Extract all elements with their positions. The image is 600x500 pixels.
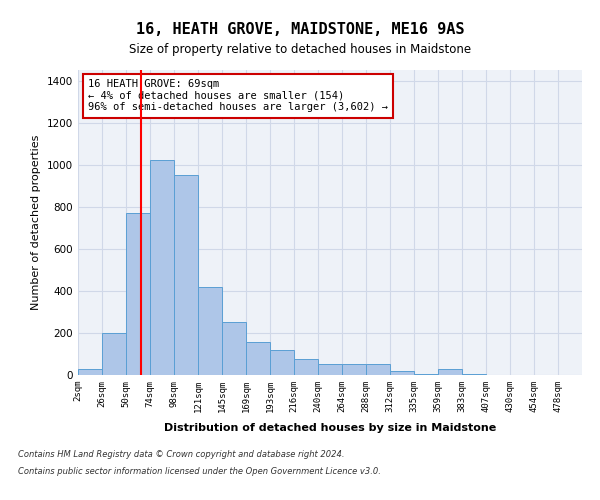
- Text: 16 HEATH GROVE: 69sqm
← 4% of detached houses are smaller (154)
96% of semi-deta: 16 HEATH GROVE: 69sqm ← 4% of detached h…: [88, 79, 388, 112]
- Bar: [246, 342, 270, 375]
- Text: Contains public sector information licensed under the Open Government Licence v3: Contains public sector information licen…: [18, 468, 381, 476]
- Bar: [222, 322, 246, 375]
- Bar: [78, 368, 102, 375]
- Text: 16, HEATH GROVE, MAIDSTONE, ME16 9AS: 16, HEATH GROVE, MAIDSTONE, ME16 9AS: [136, 22, 464, 38]
- Bar: [294, 359, 318, 375]
- X-axis label: Distribution of detached houses by size in Maidstone: Distribution of detached houses by size …: [164, 423, 496, 433]
- Bar: [270, 350, 294, 375]
- Bar: [462, 374, 486, 375]
- Bar: [390, 371, 414, 375]
- Bar: [174, 175, 198, 375]
- Bar: [414, 374, 438, 375]
- Bar: [126, 213, 150, 375]
- Bar: [150, 160, 174, 375]
- Text: Size of property relative to detached houses in Maidstone: Size of property relative to detached ho…: [129, 42, 471, 56]
- Bar: [366, 364, 390, 375]
- Bar: [342, 364, 366, 375]
- Y-axis label: Number of detached properties: Number of detached properties: [31, 135, 41, 310]
- Bar: [198, 286, 222, 375]
- Bar: [318, 364, 342, 375]
- Bar: [438, 368, 462, 375]
- Bar: [102, 333, 126, 375]
- Text: Contains HM Land Registry data © Crown copyright and database right 2024.: Contains HM Land Registry data © Crown c…: [18, 450, 344, 459]
